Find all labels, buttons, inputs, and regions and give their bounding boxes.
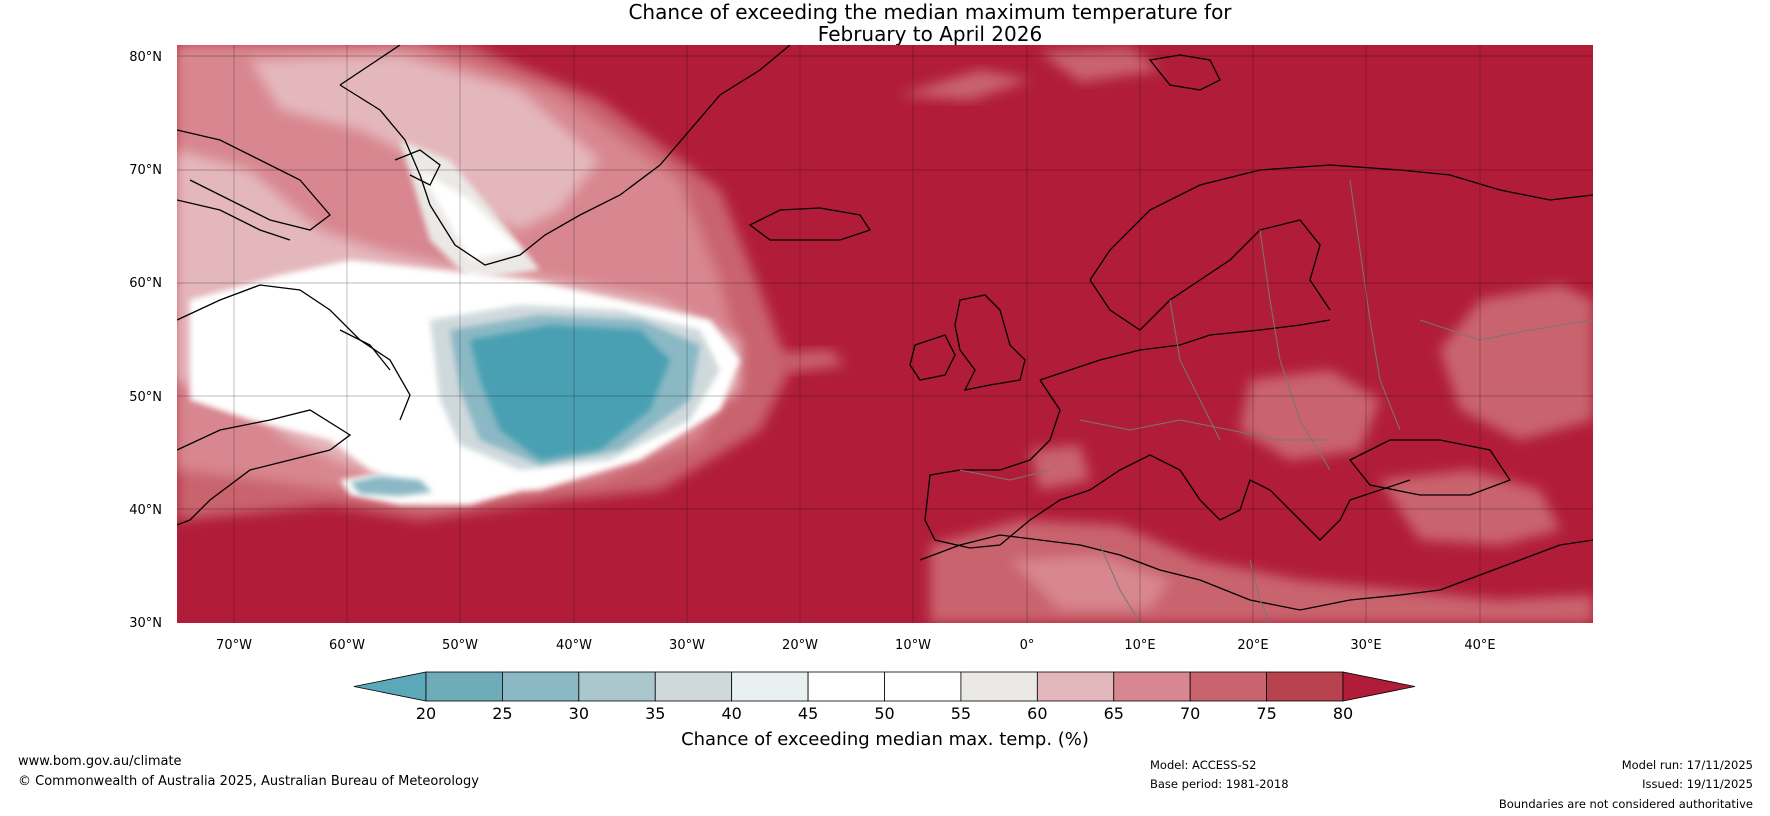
lat-label: 30°N bbox=[129, 616, 162, 631]
colorbar-segment bbox=[884, 671, 962, 702]
lat-label: 70°N bbox=[129, 163, 162, 178]
probability-shading bbox=[177, 45, 1593, 623]
country-borders bbox=[959, 179, 1593, 623]
lat-label: 80°N bbox=[129, 50, 162, 65]
coastlines bbox=[177, 45, 1593, 611]
colorbar-segment bbox=[1036, 671, 1115, 702]
colorbar-tick-label: 60 bbox=[1027, 704, 1047, 723]
colorbar-segment bbox=[1266, 671, 1344, 702]
lat-label: 60°N bbox=[129, 276, 162, 291]
colorbar-segment bbox=[807, 671, 885, 702]
map-title-line1: Chance of exceeding the median maximum t… bbox=[628, 0, 1232, 24]
footer-model: Model: ACCESS-S2 bbox=[1150, 758, 1257, 772]
colorbar-tick-label: 35 bbox=[645, 704, 665, 723]
colorbar-tick-label: 20 bbox=[416, 704, 436, 723]
colorbar-extend-low bbox=[353, 671, 427, 702]
lon-label: 40°W bbox=[556, 638, 592, 653]
colorbar-tick-label: 40 bbox=[721, 704, 741, 723]
colorbar-tick-label: 55 bbox=[951, 704, 971, 723]
lat-label: 40°N bbox=[129, 503, 162, 518]
colorbar-tick-label: 65 bbox=[1104, 704, 1124, 723]
lon-label: 10°E bbox=[1124, 638, 1155, 653]
colorbar-segment bbox=[1189, 671, 1267, 702]
colorbar-segment bbox=[578, 671, 656, 702]
footer-base-period: Base period: 1981-2018 bbox=[1150, 777, 1289, 791]
footer-copyright: © Commonwealth of Australia 2025, Austra… bbox=[18, 774, 479, 789]
colorbar-tick-label: 30 bbox=[569, 704, 589, 723]
footer-disclaimer: Boundaries are not considered authoritat… bbox=[1498, 797, 1753, 811]
map-title-line2: February to April 2026 bbox=[817, 22, 1043, 46]
colorbar-tick-label: 80 bbox=[1333, 704, 1353, 723]
footer-website: www.bom.gov.au/climate bbox=[18, 754, 182, 769]
colorbar-tick-label: 75 bbox=[1256, 704, 1276, 723]
lon-label: 30°E bbox=[1350, 638, 1381, 653]
colorbar-tick-label: 45 bbox=[798, 704, 818, 723]
colorbar-segment bbox=[654, 671, 733, 702]
colorbar: 20 25 30 35 40 45 50 55 60 65 70 75 80 bbox=[353, 671, 1416, 723]
colorbar-segment bbox=[502, 671, 580, 702]
lon-label: 50°W bbox=[442, 638, 478, 653]
lon-label: 10°W bbox=[895, 638, 931, 653]
lon-label: 70°W bbox=[216, 638, 252, 653]
lat-label: 50°N bbox=[129, 390, 162, 405]
latitude-labels: 80°N 70°N 60°N 50°N 40°N 30°N bbox=[129, 50, 162, 631]
longitude-labels: 70°W 60°W 50°W 40°W 30°W 20°W 10°W 0° 10… bbox=[216, 638, 1496, 653]
lon-label: 0° bbox=[1020, 638, 1035, 653]
colorbar-segment bbox=[731, 671, 809, 702]
graticule bbox=[177, 45, 1593, 623]
lon-label: 20°E bbox=[1237, 638, 1268, 653]
colorbar-segment bbox=[960, 671, 1038, 702]
colorbar-segment bbox=[1113, 671, 1191, 702]
footer-issued: Issued: 19/11/2025 bbox=[1642, 777, 1753, 791]
lon-label: 60°W bbox=[329, 638, 365, 653]
colorbar-tick-label: 25 bbox=[492, 704, 512, 723]
map-panel bbox=[177, 45, 1593, 623]
colorbar-extend-high bbox=[1342, 671, 1416, 702]
colorbar-tick-label: 70 bbox=[1180, 704, 1200, 723]
colorbar-label: Chance of exceeding median max. temp. (%… bbox=[681, 729, 1089, 750]
footer-model-run: Model run: 17/11/2025 bbox=[1621, 758, 1753, 772]
lon-label: 30°W bbox=[669, 638, 705, 653]
colorbar-segment bbox=[425, 671, 503, 702]
colorbar-tick-label: 50 bbox=[874, 704, 894, 723]
lon-label: 40°E bbox=[1464, 638, 1495, 653]
lon-label: 20°W bbox=[782, 638, 818, 653]
